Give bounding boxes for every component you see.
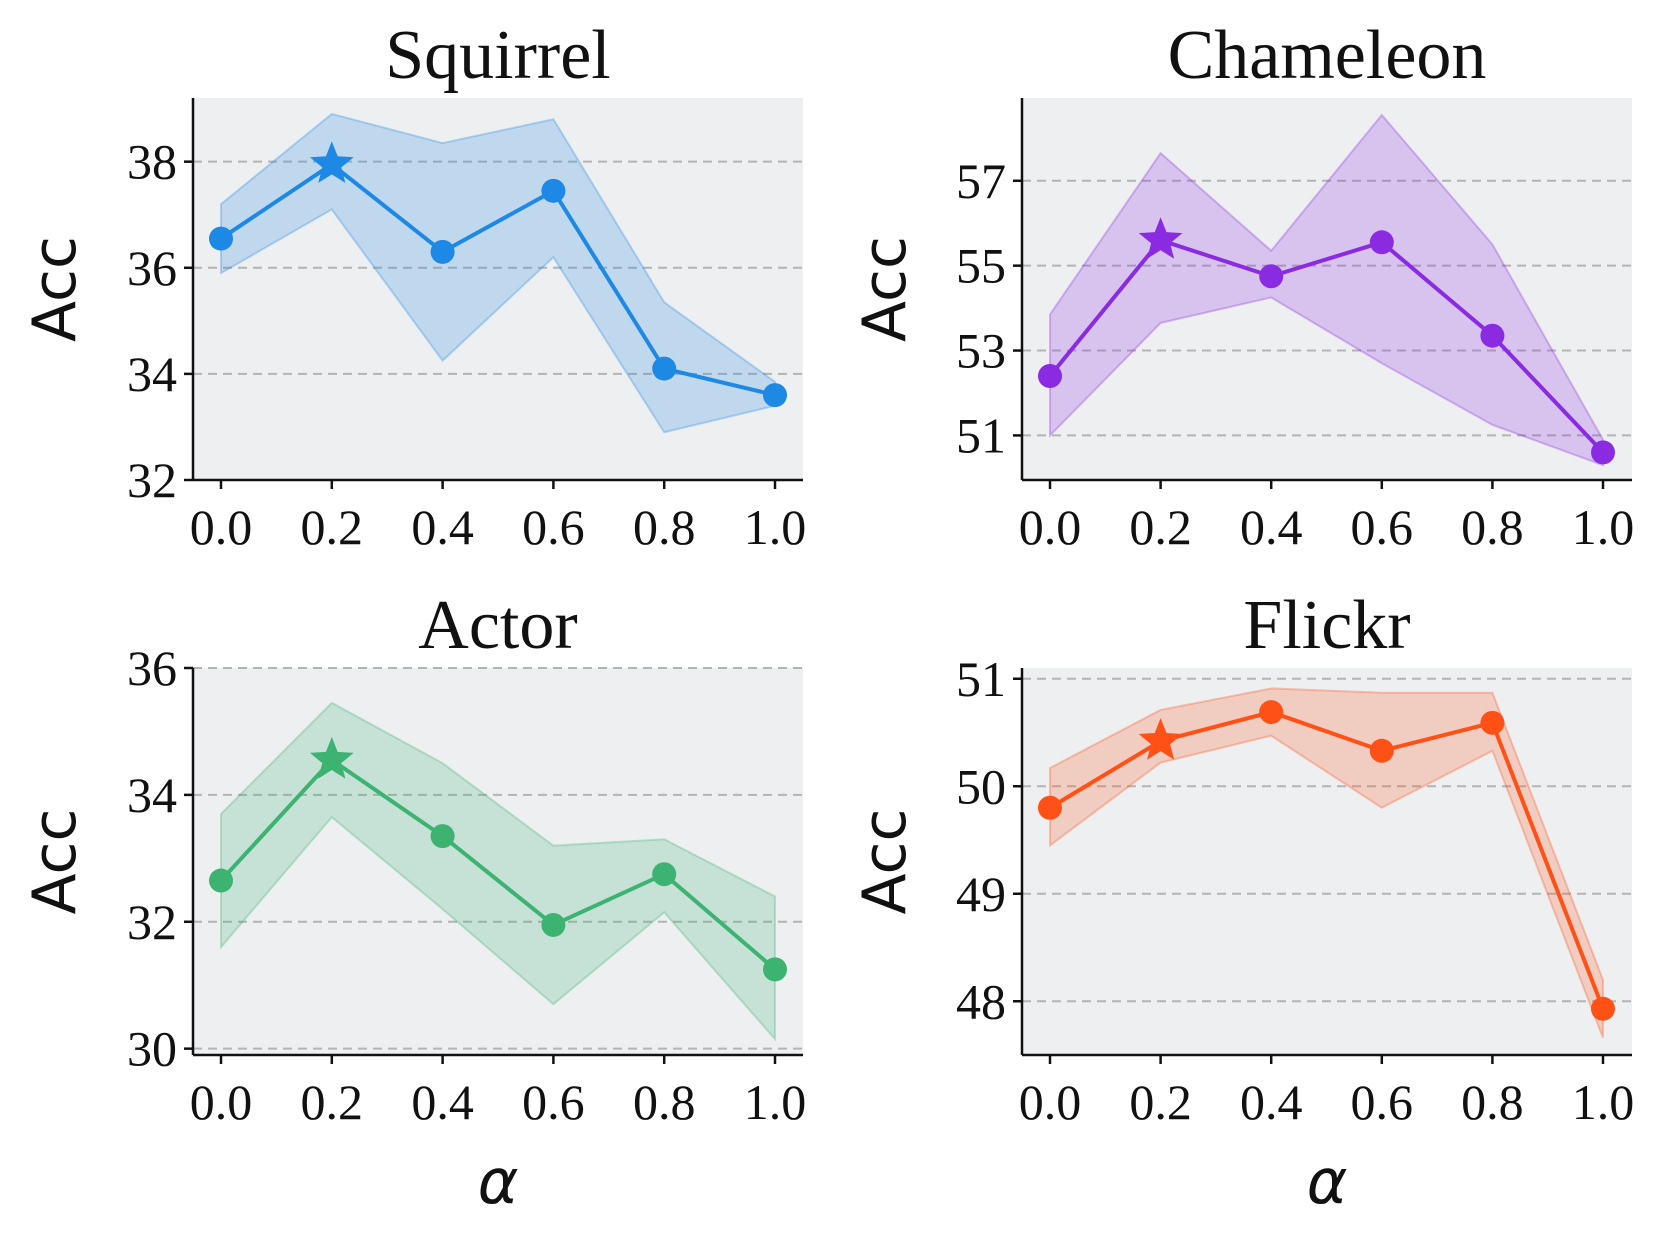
data-point <box>763 383 787 408</box>
series-line <box>1048 238 1605 454</box>
x-tick-label: 0.6 <box>522 1074 585 1130</box>
y-axis-label: Acc <box>20 809 90 915</box>
x-tick-label: 0.2 <box>1129 1074 1192 1130</box>
x-tick-label: 0.4 <box>1240 499 1303 555</box>
confidence-band <box>220 701 776 1042</box>
x-tick-label: 0.4 <box>411 1074 474 1130</box>
series-line <box>219 162 776 398</box>
y-axis-label: Acc <box>20 236 90 342</box>
y-axis-label: Acc <box>850 809 920 915</box>
x-tick-label: 0.2 <box>301 1074 364 1130</box>
y-tick-label: 49 <box>956 866 1006 922</box>
data-point <box>1259 700 1284 725</box>
data-point <box>652 862 677 887</box>
data-point <box>1480 323 1505 348</box>
x-tick-label: 0.6 <box>1351 499 1414 555</box>
data-point <box>1369 230 1394 255</box>
data-point <box>1038 795 1062 820</box>
x-tick-label: 0.4 <box>1240 1074 1303 1130</box>
chart-title: Actor <box>418 587 577 664</box>
y-tick-label: 53 <box>956 323 1006 379</box>
data-point <box>1369 738 1394 763</box>
data-point <box>209 226 233 251</box>
x-tick-label: 0.8 <box>633 1074 696 1130</box>
best-point-star-marker <box>1138 217 1183 259</box>
x-tick-label: 0.8 <box>633 499 696 555</box>
x-tick-label: 1.0 <box>1572 1074 1635 1130</box>
data-point <box>1038 364 1062 389</box>
panel-squirrel: 32 34 36 38 0.0 0.2 0.4 0.6 0.8 1.0 Squirrel Acc <box>20 17 806 555</box>
y-tick-label: 36 <box>127 640 177 696</box>
data-point <box>430 239 455 264</box>
data-point <box>1591 440 1615 465</box>
confidence-band <box>1049 113 1604 467</box>
y-tick-label: 55 <box>956 238 1006 294</box>
y-tick-label: 36 <box>127 240 177 296</box>
x-tick-label: 0.8 <box>1461 1074 1524 1130</box>
x-tick-label: 0.2 <box>301 499 364 555</box>
chart-title: Flickr <box>1243 587 1410 664</box>
x-tick-label: 0.0 <box>190 499 253 555</box>
data-point <box>1480 710 1505 735</box>
x-tick-label: 1.0 <box>744 1074 807 1130</box>
y-tick-label: 50 <box>956 758 1006 814</box>
y-tick-label: 32 <box>127 894 177 950</box>
y-tick-label: 34 <box>127 767 177 823</box>
x-tick-label: 0.0 <box>190 1074 253 1130</box>
y-tick-label: 32 <box>127 452 177 508</box>
y-tick-label: 30 <box>127 1021 177 1077</box>
data-point <box>652 356 677 381</box>
data-point <box>1259 264 1284 289</box>
x-tick-label: 0.6 <box>522 499 585 555</box>
x-tick-label: 0.0 <box>1019 499 1082 555</box>
chart-title: Squirrel <box>385 17 611 94</box>
x-tick-label: 0.2 <box>1129 499 1192 555</box>
data-point <box>541 178 566 203</box>
panel-actor: 30 32 34 36 0.0 0.2 0.4 0.6 0.8 1.0 Actor Acc α <box>20 587 806 1218</box>
y-tick-label: 51 <box>956 651 1006 707</box>
best-point-star-marker <box>309 141 354 183</box>
x-tick-label: 0.6 <box>1351 1074 1414 1130</box>
x-tick-label: 0.8 <box>1461 499 1524 555</box>
panel-chameleon: 51 53 55 57 0.0 0.2 0.4 0.6 0.8 1.0 Chameleon Acc <box>850 17 1634 555</box>
x-tick-label: 1.0 <box>744 499 807 555</box>
y-tick-label: 57 <box>956 153 1006 209</box>
y-tick-label: 51 <box>956 407 1006 463</box>
confidence-band <box>1049 687 1604 1039</box>
data-point <box>541 912 566 937</box>
x-tick-label: 0.0 <box>1019 1074 1082 1130</box>
x-tick-label: 1.0 <box>1572 499 1635 555</box>
plot-background <box>1022 98 1632 480</box>
y-tick-label: 38 <box>127 134 177 190</box>
chart-title: Chameleon <box>1168 17 1487 94</box>
best-point-star-marker <box>1138 718 1183 760</box>
data-point <box>209 868 233 893</box>
data-point <box>430 824 455 849</box>
data-point <box>1591 996 1615 1021</box>
panel-flickr: 48 49 50 51 0.0 0.2 0.4 0.6 0.8 1.0 Flickr Acc α <box>850 587 1634 1218</box>
x-axis-label: α <box>1307 1145 1348 1218</box>
series-line <box>1048 710 1605 1010</box>
data-point <box>763 957 787 982</box>
x-axis-label: α <box>478 1145 519 1218</box>
series-line <box>219 757 777 971</box>
y-axis-label: Acc <box>850 236 920 342</box>
y-tick-label: 48 <box>956 973 1006 1029</box>
plot-background <box>193 668 803 1055</box>
y-tick-label: 34 <box>127 346 177 402</box>
best-point-star-marker <box>309 736 354 779</box>
x-tick-label: 0.4 <box>411 499 474 555</box>
